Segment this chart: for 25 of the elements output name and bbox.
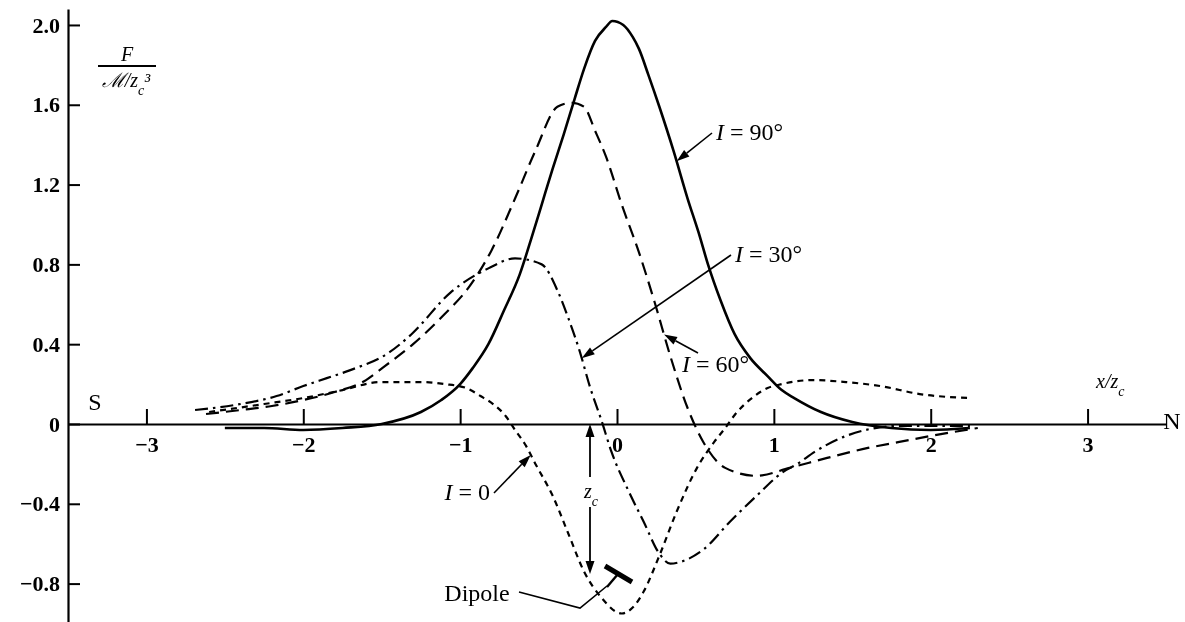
- annotation: N: [1163, 408, 1181, 434]
- x-tick-label: −1: [448, 431, 473, 457]
- annotation: Dipole: [444, 580, 510, 606]
- y-tick-label: −0.8: [19, 571, 60, 597]
- legend-label: I = 90°: [715, 119, 784, 145]
- annotation: S: [88, 389, 102, 415]
- annotation: z$_{c}$: [582, 480, 599, 509]
- y-axis-title: F ℳ/z$_{c}$³: [101, 43, 152, 98]
- text: I = 30°: [734, 241, 803, 267]
- x-axis-title: x/z$_{c}$: [1095, 370, 1126, 399]
- x-tick-label: 1: [768, 431, 780, 457]
- x-tick-label: −3: [135, 431, 159, 457]
- series-label: I = 60°: [681, 351, 750, 377]
- y-tick-label: 0: [49, 411, 60, 437]
- x-tick-label: −2: [292, 431, 316, 457]
- y-tick-label: 1.6: [32, 92, 60, 118]
- y-tick-label: 2.0: [32, 12, 60, 38]
- x-tick-label: 3: [1082, 431, 1094, 457]
- y-tick-label: 0.4: [32, 331, 60, 357]
- y-tick-label: 1.2: [32, 172, 60, 198]
- y-tick-label: 0.8: [32, 251, 60, 277]
- x-tick-label: 0: [612, 431, 623, 457]
- series-label: I = 0: [443, 479, 490, 505]
- x-tick-label: 2: [925, 431, 937, 457]
- y-tick-label: −0.4: [19, 491, 60, 517]
